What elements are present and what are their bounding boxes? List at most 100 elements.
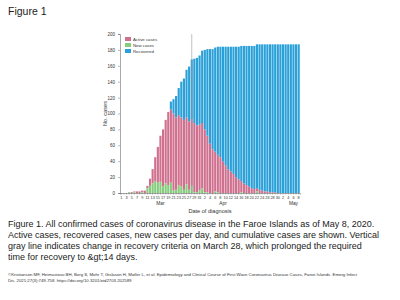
bar [214, 152, 216, 192]
bar [162, 129, 164, 130]
y-tick-label: 140 [107, 80, 115, 85]
y-tick-label: 160 [107, 64, 115, 69]
bar [245, 185, 247, 193]
bar [125, 193, 127, 194]
bar [269, 44, 271, 192]
bar-series [170, 44, 300, 193]
bar [251, 193, 253, 194]
x-tick-mark [249, 193, 250, 195]
bar [157, 183, 159, 193]
x-tick-label: 5 [131, 196, 133, 200]
figure: Figure 1MarAprMay13579111315171921232527… [0, 0, 400, 300]
x-tick-label: 2 [204, 196, 206, 200]
bar [264, 193, 266, 194]
x-tick-mark [181, 193, 182, 195]
x-tick: 7 [136, 193, 138, 200]
bar [235, 177, 237, 193]
citation-line: Dis. 2021;27(3):749-758. https://doi.org… [8, 278, 132, 283]
bar [238, 179, 240, 193]
x-tick-label: 29 [192, 196, 196, 200]
x-tick [155, 193, 156, 195]
x-tick-mark [131, 193, 132, 195]
bar [170, 102, 172, 110]
bar [125, 193, 127, 194]
x-tick-label: 26 [265, 196, 269, 200]
x-tick-mark [223, 193, 224, 195]
x-tick [134, 193, 135, 195]
legend-swatch [125, 43, 131, 47]
x-tick [196, 193, 197, 195]
bar [292, 44, 294, 193]
bar [123, 193, 125, 194]
bar [136, 193, 138, 194]
bar [248, 46, 250, 187]
bar [170, 183, 172, 193]
x-tick-mark [150, 193, 151, 195]
y-axis-line [118, 35, 121, 194]
caption: Figure 1. All confirmed cases of coronav… [8, 219, 379, 262]
x-tick-mark [298, 193, 299, 195]
x-tick-mark [254, 193, 255, 195]
x-tick: 15 [156, 193, 160, 200]
x-tick-mark [288, 193, 289, 195]
bar [227, 193, 229, 194]
x-tick-mark [285, 193, 286, 195]
bar [167, 112, 169, 185]
bar [264, 191, 266, 193]
bar [214, 191, 216, 193]
legend-label: Recovered [133, 49, 154, 54]
x-tick-mark [296, 193, 297, 195]
bar [139, 191, 141, 193]
bar [165, 119, 167, 120]
bar [180, 117, 182, 186]
bar [152, 183, 154, 193]
bar [235, 47, 237, 177]
x-tick-mark [267, 193, 268, 195]
bar [204, 50, 206, 129]
y-tick: 120 [107, 96, 120, 101]
bar [146, 185, 148, 186]
x-tick-mark [264, 193, 265, 195]
x-tick: 8 [219, 193, 221, 200]
x-tick [123, 193, 124, 195]
y-tick-label: 60 [110, 143, 116, 148]
bar [201, 51, 203, 123]
bar [212, 193, 214, 194]
bar [188, 190, 190, 193]
x-tick-mark [210, 193, 211, 195]
x-tick [249, 193, 250, 195]
x-tick [296, 193, 297, 195]
bar [243, 46, 245, 184]
x-tick-mark [186, 193, 187, 195]
bar [261, 191, 263, 193]
x-tick-mark [207, 193, 208, 195]
x-tick-label: 24 [260, 196, 264, 200]
x-tick-label: 27 [187, 196, 191, 200]
bar [131, 193, 133, 194]
bar [193, 123, 195, 192]
bar [183, 190, 185, 193]
bar [141, 192, 143, 193]
x-tick: 20 [250, 193, 254, 200]
bar [274, 44, 276, 192]
x-axis-title: Date of diagnosis [188, 208, 231, 214]
bar [198, 191, 200, 193]
x-tick-label: 23 [177, 196, 181, 200]
bar [258, 44, 260, 189]
bar [298, 44, 300, 193]
bar [144, 191, 146, 193]
bar [232, 174, 234, 193]
bar [146, 186, 148, 188]
bar [172, 99, 174, 113]
x-tick-mark [163, 193, 164, 195]
bar [172, 114, 174, 191]
bar [238, 47, 240, 180]
x-tick: 1 [120, 193, 122, 200]
x-tick: 22 [255, 193, 259, 200]
x-tick: 2 [204, 193, 206, 200]
bar [131, 192, 133, 193]
bar [141, 191, 143, 193]
x-tick-mark [183, 193, 184, 195]
bar [209, 193, 211, 194]
plot-area [128, 34, 300, 193]
